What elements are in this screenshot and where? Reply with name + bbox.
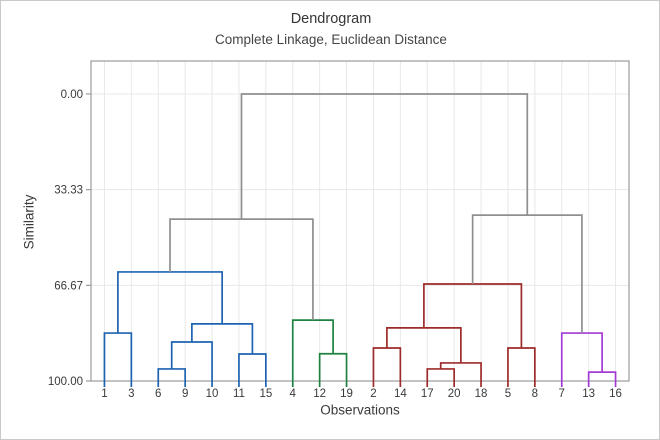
x-leaf-label: 6 bbox=[155, 388, 161, 400]
chart-title: Dendrogram bbox=[290, 11, 372, 27]
x-leaf-label: 14 bbox=[394, 388, 407, 400]
dendrogram-link bbox=[426, 368, 455, 387]
plot-frame bbox=[90, 60, 630, 382]
x-axis-title: Observations bbox=[320, 402, 400, 418]
dendrogram-link bbox=[240, 93, 529, 220]
x-leaf-label: 11 bbox=[233, 388, 245, 400]
dendrogram-link bbox=[318, 352, 348, 387]
x-leaf-label: 15 bbox=[259, 388, 272, 400]
x-leaf-label: 1 bbox=[101, 388, 107, 400]
x-leaf-label: 19 bbox=[340, 388, 353, 400]
dendrogram-link bbox=[238, 353, 267, 387]
dendrogram-link bbox=[423, 283, 523, 348]
x-leaf-label: 8 bbox=[532, 388, 538, 400]
x-leaf-label: 7 bbox=[559, 388, 565, 400]
dendrogram-link bbox=[560, 332, 603, 387]
y-tick-label: 100.00 bbox=[48, 376, 83, 388]
dendrogram-link bbox=[587, 371, 617, 387]
x-leaf-label: 3 bbox=[128, 388, 134, 400]
x-leaf-label: 13 bbox=[582, 388, 595, 400]
dendrogram-link bbox=[169, 218, 314, 321]
dendrogram-link bbox=[471, 214, 583, 334]
x-leaf-label: 5 bbox=[505, 388, 511, 400]
dendrogram-link bbox=[191, 323, 254, 355]
x-leaf-label: 16 bbox=[609, 388, 622, 400]
dendrogram-link bbox=[103, 332, 133, 387]
chart-subtitle: Complete Linkage, Euclidean Distance bbox=[215, 32, 447, 47]
x-leaf-label: 2 bbox=[370, 388, 376, 400]
y-tick-label: 0.00 bbox=[61, 89, 83, 101]
dendrogram-link bbox=[170, 341, 213, 387]
x-leaf-label: 9 bbox=[182, 388, 188, 400]
dendrogram-link bbox=[157, 368, 186, 387]
y-tick-label: 33.33 bbox=[54, 185, 83, 197]
x-leaf-label: 18 bbox=[475, 388, 488, 400]
dendrogram-link bbox=[386, 327, 462, 363]
x-leaf-label: 20 bbox=[448, 388, 461, 400]
x-leaf-label: 17 bbox=[421, 388, 434, 400]
x-leaf-label: 4 bbox=[290, 388, 297, 400]
dendrogram-link bbox=[439, 362, 482, 387]
x-leaf-label: 12 bbox=[313, 388, 326, 400]
x-leaf-label: 10 bbox=[206, 388, 219, 400]
y-tick-label: 66.67 bbox=[54, 280, 83, 292]
